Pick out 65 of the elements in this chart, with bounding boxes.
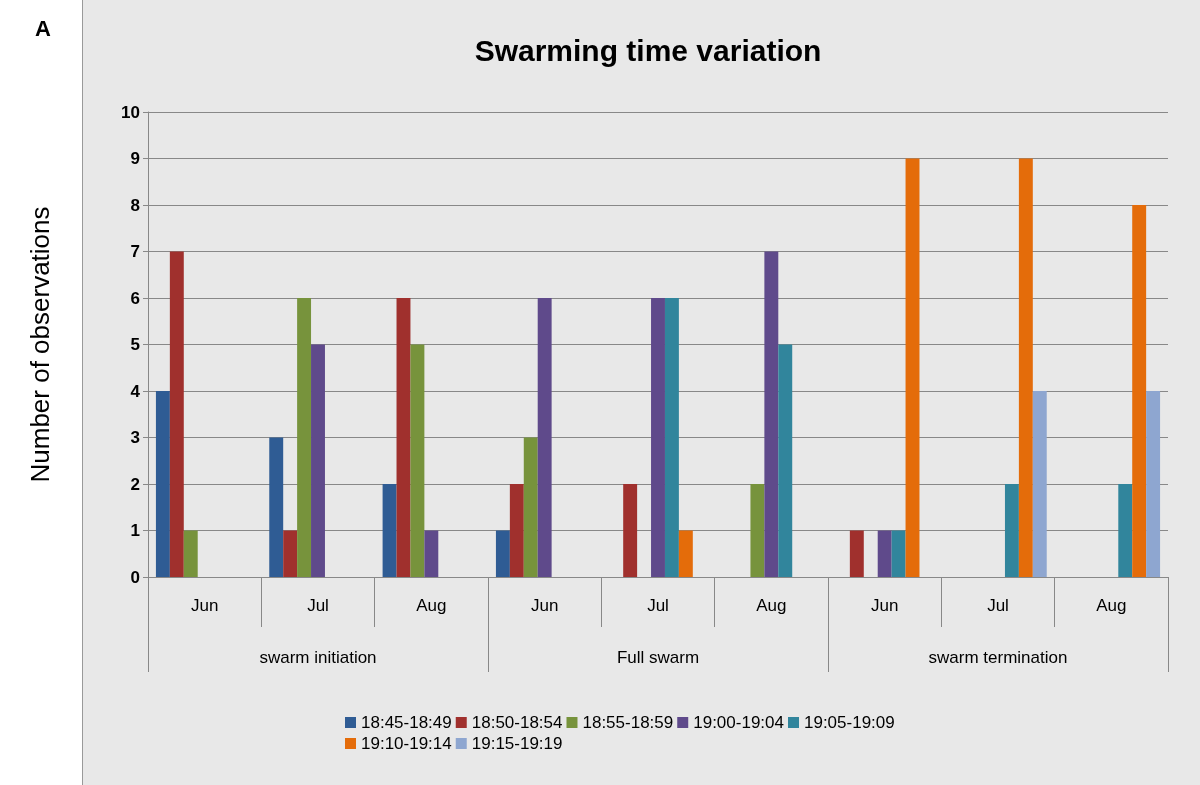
y-tick-label: 9 [130,149,140,168]
y-axis-title: Number of observations [25,206,55,483]
legend-label: 18:55-18:59 [582,713,674,732]
bar [269,437,284,577]
y-tick-label: 3 [130,428,140,447]
bar [424,530,439,577]
y-tick-label: 8 [130,195,140,215]
bar [1132,205,1147,577]
bar [523,437,538,577]
legend-label: 18:45-18:49 [361,713,452,732]
bar [155,391,170,577]
bar [678,530,693,577]
x-tick-label: Jul [987,596,1009,615]
x-tick-label: Aug [756,596,787,615]
bar [382,484,397,577]
x-tick-label: Jul [307,596,329,615]
chart-title: Swarming time variation [474,33,822,67]
x-tick-label: Aug [416,596,447,615]
y-tick-label: 1 [130,521,140,540]
bar [396,298,411,577]
x-tick-label: Aug [1096,596,1127,615]
bar [877,530,892,577]
legend-label: 19:10-19:14 [361,734,452,753]
y-tick-label: 0 [130,567,140,587]
text: swarm termination [928,648,1068,667]
bar [1018,158,1033,577]
x-tick-label: Jun [530,596,559,615]
bar [664,298,679,577]
bar [495,530,510,577]
bar [183,530,198,577]
bar [537,298,552,577]
y-tick-label: 4 [130,381,141,401]
text: Full swarm [616,648,700,667]
bar [764,251,779,577]
text: swarm initiation [259,648,377,667]
bar [297,298,312,577]
bar [1032,391,1047,577]
bar [1004,484,1019,577]
bar [311,344,325,577]
legend-label: 19:15-19:19 [471,734,563,753]
bar [750,484,765,577]
bar [1146,391,1161,577]
y-tick-label: 2 [130,474,140,494]
bar [651,298,665,577]
x-tick-label: Jun [190,596,219,615]
y-tick-label: 5 [130,335,140,354]
y-tick-label: 6 [130,288,140,308]
bar [905,158,920,577]
bar [891,530,906,577]
bar [1118,484,1133,577]
y-tick-label: 7 [130,242,140,261]
legend-label: 19:00-19:04 [693,713,784,732]
x-tick-label: Jun [870,596,899,615]
bar [778,344,793,577]
bar [169,251,184,577]
legend-label: 19:05-19:09 [803,713,895,732]
bar [509,484,524,577]
bar [410,344,425,577]
legend-label: 18:50-18:54 [471,713,563,732]
x-tick-label: Jul [647,596,669,615]
bar [623,484,638,577]
bar [283,530,298,577]
bar [849,530,864,577]
text: A [8,10,78,48]
y-tick-label: 10 [121,102,140,122]
